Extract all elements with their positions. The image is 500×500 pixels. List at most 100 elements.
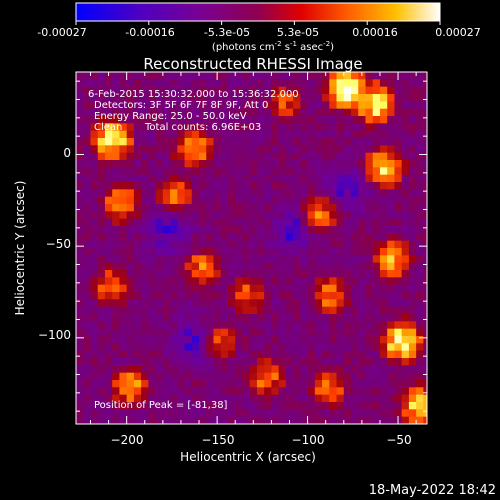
heatmap-cell (97, 86, 106, 95)
heatmap-cell (83, 299, 92, 308)
heatmap-cell (307, 196, 316, 205)
heatmap-cell (227, 160, 236, 168)
heatmap-cell (191, 270, 200, 278)
heatmap-cell (97, 328, 106, 337)
heatmap-cell (256, 182, 265, 190)
heatmap-cell (329, 336, 338, 344)
heatmap-cell (206, 145, 215, 154)
heatmap-cell (314, 174, 323, 183)
heatmap-cell (97, 138, 106, 146)
heatmap-cell (191, 204, 200, 212)
heatmap-cell (285, 328, 294, 337)
heatmap-cell (220, 94, 229, 102)
heatmap-cell (191, 116, 200, 124)
heatmap-cell (307, 380, 316, 388)
heatmap-cell (358, 299, 367, 308)
heatmap-cell (83, 86, 92, 95)
heatmap-cell (322, 292, 330, 300)
heatmap-cell (285, 277, 294, 286)
heatmap-cell (416, 328, 424, 337)
heatmap-cell (199, 233, 207, 242)
heatmap-cell (329, 248, 338, 256)
heatmap-cell (293, 262, 301, 271)
heatmap-cell (170, 299, 178, 308)
heatmap-cell (379, 336, 388, 344)
heatmap-cell (126, 255, 135, 264)
heatmap-cell (416, 108, 424, 117)
heatmap-cell (379, 270, 388, 278)
heatmap-cell (307, 86, 316, 95)
heatmap-cell (358, 116, 367, 124)
heatmap-cell (249, 196, 258, 205)
heatmap-cell (285, 101, 294, 110)
heatmap-cell (379, 189, 388, 198)
heatmap-cell (293, 86, 301, 95)
heatmap-cell (119, 358, 128, 366)
heatmap-cell (90, 292, 99, 300)
heatmap-cell (97, 358, 106, 366)
heatmap-cell (351, 255, 359, 264)
heatmap-cell (423, 79, 427, 88)
heatmap-cell (97, 211, 106, 220)
heatmap-cell (307, 152, 316, 161)
heatmap-cell (271, 343, 280, 352)
heatmap-cell (126, 350, 135, 359)
heatmap-cell (278, 174, 287, 183)
heatmap-cell (307, 218, 316, 227)
heatmap-cell (133, 218, 142, 227)
heatmap-cell (293, 72, 301, 80)
heatmap-cell (365, 336, 374, 344)
heatmap-cell (191, 72, 200, 80)
heatmap-cell (249, 116, 258, 124)
heatmap-cell (97, 160, 106, 168)
heatmap-cell (213, 394, 222, 403)
heatmap-cell (271, 372, 280, 381)
heatmap-cell (126, 321, 135, 330)
heatmap-cell (148, 138, 157, 146)
heatmap-cell (235, 314, 244, 322)
heatmap-cell (365, 174, 374, 183)
heatmap-cell (126, 233, 135, 242)
heatmap-cell (213, 380, 222, 388)
heatmap-cell (336, 233, 345, 242)
heatmap-cell (83, 262, 92, 271)
heatmap-cell (416, 79, 424, 88)
heatmap-cell (155, 409, 164, 418)
heatmap-cell (423, 328, 427, 337)
heatmap-cell (394, 152, 403, 161)
heatmap-cell (90, 394, 99, 403)
heatmap-cell (278, 233, 287, 242)
heatmap-cell (148, 416, 157, 424)
heatmap-cell (148, 255, 157, 264)
heatmap-cell (387, 255, 396, 264)
heatmap-cell (249, 350, 258, 359)
heatmap-cell (191, 336, 200, 344)
heatmap-cell (293, 306, 301, 315)
heatmap-cell (264, 343, 272, 352)
heatmap-cell (184, 248, 193, 256)
heatmap-cell (97, 108, 106, 117)
heatmap-cell (148, 218, 157, 227)
heatmap-cell (220, 380, 229, 388)
heatmap-cell (184, 116, 193, 124)
heatmap-cell (256, 130, 265, 139)
heatmap-cell (372, 299, 381, 308)
heatmap-cell (379, 211, 388, 220)
heatmap-cell (220, 240, 229, 249)
heatmap-cell (401, 145, 410, 154)
heatmap-cell (220, 218, 229, 227)
heatmap-cell (278, 160, 287, 168)
heatmap-cell (314, 387, 323, 396)
heatmap-cell (365, 101, 374, 110)
heatmap-cell (365, 358, 374, 366)
heatmap-cell (191, 101, 200, 110)
heatmap-cell (191, 218, 200, 227)
heatmap-cell (293, 226, 301, 234)
heatmap-cell (220, 336, 229, 344)
heatmap-cell (249, 152, 258, 161)
heatmap-cell (285, 262, 294, 271)
heatmap-cell (170, 387, 178, 396)
heatmap-cell (162, 277, 171, 286)
heatmap-cell (141, 328, 149, 337)
heatmap-cell (119, 101, 128, 110)
